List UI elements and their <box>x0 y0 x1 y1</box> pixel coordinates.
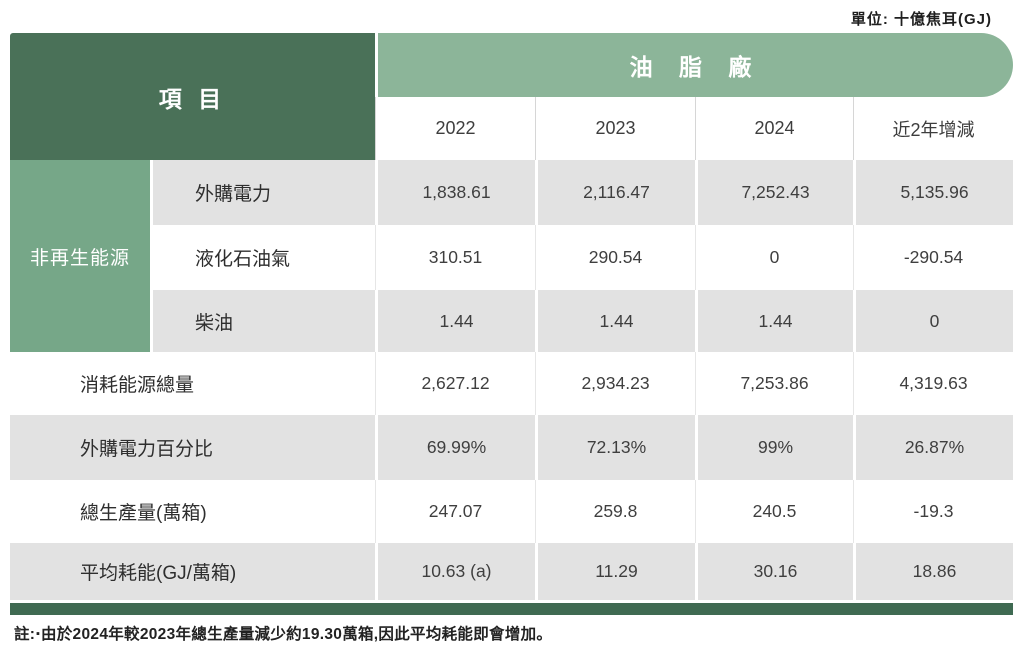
footnote: 註:‧由於2024年較2023年總生產量減少約19.30萬箱,因此平均耗能即會增… <box>14 626 553 643</box>
energy-consumption-table: 項 目 油 脂 廠 2022 2023 2024 近2年增減 非再生能源 外購電… <box>10 33 1013 600</box>
table-cell: 1.44 <box>535 290 695 352</box>
table-cell: 11.29 <box>535 543 695 600</box>
table-cell: 2,934.23 <box>535 352 695 415</box>
table-cell: -290.54 <box>853 225 1013 290</box>
table-cell: 10.63 (a) <box>375 543 535 600</box>
plant-header-band: 油 脂 廠 <box>378 33 1013 97</box>
corner-header-label: 項 目 <box>158 85 227 112</box>
table-cell: 4,319.63 <box>853 352 1013 415</box>
year-header-2024: 2024 <box>695 97 853 160</box>
table-cell: 1.44 <box>695 290 853 352</box>
row-group-label: 非再生能源 <box>29 247 130 269</box>
table-cell: 72.13% <box>535 415 695 480</box>
plant-header-label: 油 脂 廠 <box>629 54 762 80</box>
table-footer-bar <box>10 603 1013 615</box>
table-cell: 240.5 <box>695 480 853 543</box>
table-cell: 30.16 <box>695 543 853 600</box>
year-header-2022: 2022 <box>375 97 535 160</box>
table-cell: 310.51 <box>375 225 535 290</box>
table-cell: 2,116.47 <box>535 160 695 225</box>
year-header-2023: 2023 <box>535 97 695 160</box>
row-group-non-renewable: 非再生能源 <box>10 160 150 352</box>
table-cell: 0 <box>853 290 1013 352</box>
table-cell: -19.3 <box>853 480 1013 543</box>
table-cell: 7,252.43 <box>695 160 853 225</box>
table-cell: 259.8 <box>535 480 695 543</box>
table-cell: 7,253.86 <box>695 352 853 415</box>
row-label-total-production: 總生產量(萬箱) <box>10 480 375 543</box>
row-label-purchased-electricity: 外購電力 <box>150 160 375 225</box>
table-cell: 2,627.12 <box>375 352 535 415</box>
table-cell: 18.86 <box>853 543 1013 600</box>
table-cell: 1,838.61 <box>375 160 535 225</box>
table-cell: 290.54 <box>535 225 695 290</box>
year-header-delta: 近2年增減 <box>853 97 1013 160</box>
table-cell: 26.87% <box>853 415 1013 480</box>
table-cell: 247.07 <box>375 480 535 543</box>
row-label-average-energy: 平均耗能(GJ/萬箱) <box>10 543 375 600</box>
row-label-diesel: 柴油 <box>150 290 375 352</box>
table-cell: 1.44 <box>375 290 535 352</box>
row-label-total-energy: 消耗能源總量 <box>10 352 375 415</box>
table-cell: 69.99% <box>375 415 535 480</box>
table-cell: 0 <box>695 225 853 290</box>
table-cell: 5,135.96 <box>853 160 1013 225</box>
row-label-electricity-percentage: 外購電力百分比 <box>10 415 375 480</box>
table-cell: 99% <box>695 415 853 480</box>
unit-label: 單位: 十億焦耳(GJ) <box>850 11 992 28</box>
corner-header-cell: 項 目 <box>10 33 375 160</box>
row-label-lpg: 液化石油氣 <box>150 225 375 290</box>
